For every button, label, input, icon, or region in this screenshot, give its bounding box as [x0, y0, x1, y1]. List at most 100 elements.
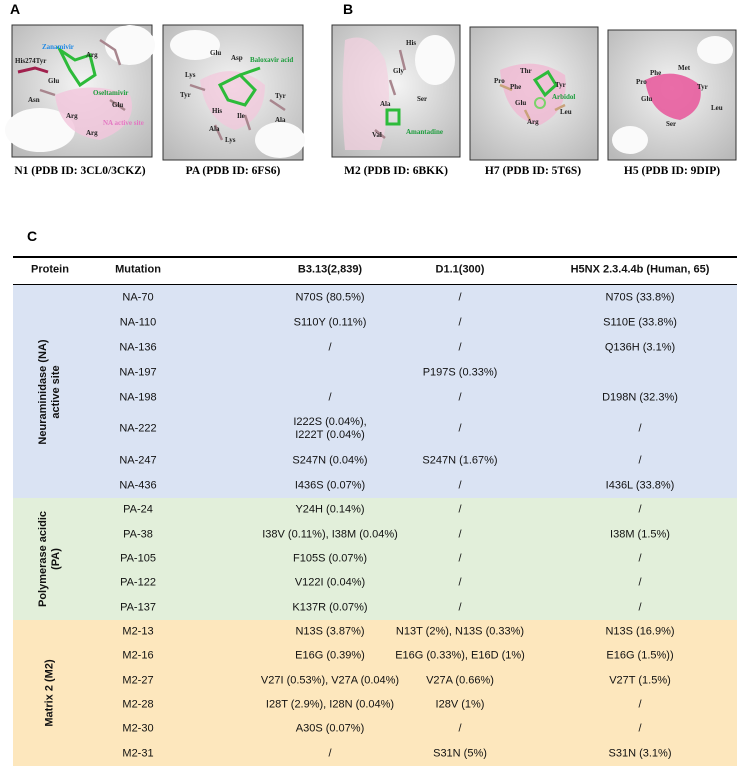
residue-label: Arbidol [552, 93, 575, 101]
residue-label: Pro [636, 78, 647, 86]
table-cell: / [638, 601, 642, 614]
table-cell: / [458, 316, 462, 328]
group-background [13, 620, 737, 766]
residue-label: Arg [527, 118, 539, 126]
table-cell: N13T (2%), N13S (0.33%) [395, 625, 525, 638]
table-cell: S110E (33.8%) [603, 316, 677, 328]
column-header: H5NX 2.3.4.4b (Human, 65) [570, 263, 710, 276]
residue-label: Tyr [697, 83, 708, 91]
table-cell: NA-436 [119, 479, 157, 491]
table-cell: / [458, 576, 462, 589]
residue-label: Glu [48, 77, 59, 85]
residue-label: His [406, 39, 416, 47]
residue-label: Ala [209, 125, 220, 133]
table-cell: I38V (0.11%), I38M (0.04%) [262, 528, 398, 541]
residue-label: Glu [210, 49, 221, 57]
table-cell: / [458, 422, 462, 435]
residue-label: Leu [711, 104, 723, 112]
column-header: D1.1(300) [435, 263, 485, 276]
n1-structure [5, 24, 155, 158]
structure-caption: N1 (PDB ID: 3CL0/3CKZ) [14, 165, 145, 177]
table-cell: / [458, 291, 462, 303]
structure-caption: H7 (PDB ID: 5T6S) [485, 165, 581, 177]
group-name-line: Neuraminidase (NA) [37, 338, 49, 445]
table-cell: M2-16 [122, 649, 154, 662]
column-header: B3.13(2,839) [297, 263, 363, 276]
table-cell: / [458, 601, 462, 614]
table-cell: / [328, 341, 332, 353]
table-cell: NA-70 [122, 291, 154, 303]
table-cell: / [638, 698, 642, 711]
residue-label: Gly [393, 67, 404, 75]
column-header: Protein [31, 263, 69, 276]
residue-label: Tyr [180, 91, 191, 99]
structure-caption: M2 (PDB ID: 6BKK) [344, 165, 448, 177]
table-cell: N13S (3.87%) [295, 625, 365, 638]
table-cell: M2-27 [122, 674, 154, 687]
table-cell: S110Y (0.11%) [293, 316, 367, 328]
table-cell: V27A (0.66%) [426, 674, 494, 687]
table-cell: E16G (0.33%), E16D (1%) [395, 649, 525, 662]
residue-label: Val [372, 131, 382, 139]
table-cell: / [638, 576, 642, 589]
table-cell: I222S (0.04%), I222T (0.04%) [293, 416, 366, 442]
table-cell: / [458, 552, 462, 565]
residue-label: Oseltamivir [93, 89, 128, 97]
panel-label: C [27, 228, 38, 244]
table-cell: / [638, 422, 642, 435]
table-cell: Q136H (3.1%) [604, 341, 676, 353]
residue-label: Leu [560, 108, 572, 116]
table-cell: V27I (0.53%), V27A (0.04%) [260, 674, 400, 687]
mutation-table: Protein Mutation B3.13(2,839) D1.1(300) H5NX… [13, 256, 737, 766]
table-cell: A30S (0.07%) [295, 722, 365, 735]
table-cell: / [328, 391, 332, 403]
residue-label: Asn [28, 96, 40, 104]
residue-label: Arg [66, 112, 78, 120]
residue-label: Ala [380, 100, 391, 108]
residue-label: Tyr [275, 92, 286, 100]
residue-label: Lys [185, 71, 196, 79]
residue-label: Arg [86, 129, 98, 137]
table-cell: V27T (1.5%) [609, 674, 671, 687]
residue-label: Phe [650, 69, 661, 77]
table-cell: P197S (0.33%) [422, 366, 498, 378]
table-cell: NA-197 [119, 366, 157, 378]
table-cell: NA-136 [119, 341, 157, 353]
table-cell: PA-24 [123, 503, 153, 516]
table-cell: PA-137 [120, 601, 156, 614]
residue-label: Thr [520, 67, 532, 75]
table-cell: PA-122 [120, 576, 156, 589]
group-background [13, 285, 737, 498]
table-cell: / [638, 552, 642, 565]
residue-label: Glu [112, 101, 123, 109]
group-name: Polymerase acidic (PA) [37, 511, 63, 607]
table-cell: / [458, 503, 462, 516]
structure-caption: PA (PDB ID: 6FS6) [186, 165, 281, 177]
residue-label: Arg [86, 51, 98, 59]
table-cell: / [458, 528, 462, 541]
table-cell: I38M (1.5%) [610, 528, 670, 541]
table-cell: M2-31 [122, 747, 154, 760]
table-cell: N13S (16.9%) [605, 625, 675, 638]
table-cell: S247N (0.04%) [292, 454, 368, 466]
group-background [13, 498, 737, 620]
table-cell: V122I (0.04%) [294, 576, 366, 589]
structure-panels: A B Zanamivir His274Tyr Arg Glu Asn Oseltamiv… [5, 1, 737, 177]
table-cell: / [328, 747, 332, 760]
table-cell: N70S (33.8%) [605, 291, 675, 303]
table-cell: / [638, 454, 642, 466]
pa-structure [162, 24, 305, 161]
table-cell: NA-198 [119, 391, 157, 403]
residue-label: Baloxavir acid [250, 56, 293, 64]
m2-structure [331, 24, 461, 158]
residue-label: NA active site [103, 119, 144, 127]
table-cell: M2-28 [122, 698, 154, 711]
table-cell: PA-105 [120, 552, 156, 565]
cell-line: I222T (0.04%) [295, 429, 365, 441]
table-cell: I436S (0.07%) [294, 479, 366, 491]
table-cell: / [458, 391, 462, 403]
column-header: Mutation [115, 263, 161, 276]
residue-label: Amantadine [406, 128, 443, 136]
table-cell: / [638, 722, 642, 735]
table-cell: / [458, 341, 462, 353]
